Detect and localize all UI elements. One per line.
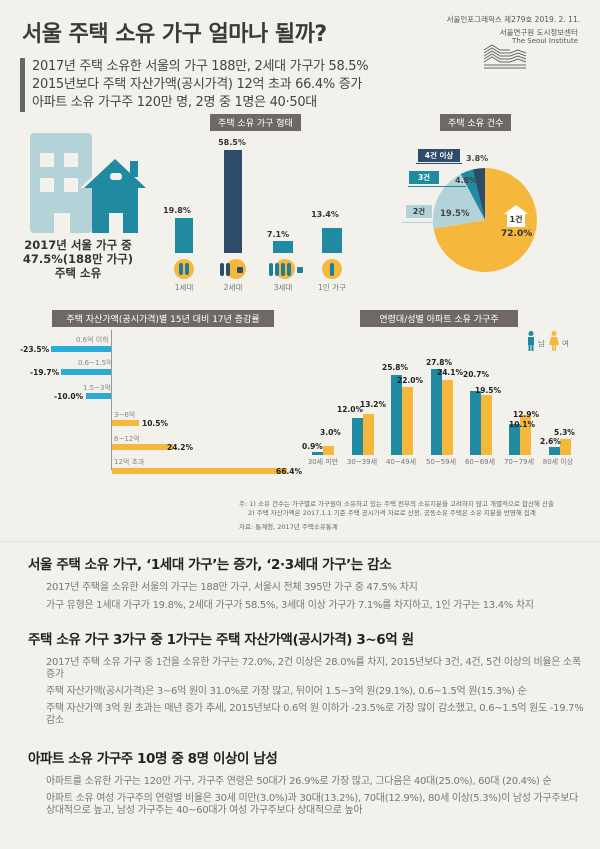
female-icon — [549, 331, 559, 351]
apartment-and-house-icon — [30, 133, 150, 233]
section-2: 주택 소유 가구 3가구 중 1가구는 주택 자산가액(공시가격) 3~6억 원… — [28, 628, 588, 727]
section-3: 아파트 소유 가구주 10명 중 8명 이상이 남성 아파트를 소유한 가구는 … — [28, 747, 588, 817]
bar-female-70s — [520, 415, 531, 455]
bar-male-under30 — [312, 452, 323, 455]
pie-value-3: 4.8% — [455, 176, 478, 185]
bar-12-over — [112, 468, 287, 474]
bar-female-30s — [363, 414, 374, 455]
section-divider — [0, 541, 600, 542]
chart-title-age-gender: 연령대/성별 아파트 소유 가구주 — [360, 310, 518, 327]
section-paragraph: 주택 자산가액 3억 원 초과는 매년 증가 추세, 2015년보다 0.6억 … — [46, 703, 584, 726]
chart-title-asset-change: 주택 자산가액(공시가격)별 15년 대비 17년 증감률 — [52, 310, 274, 327]
section-heading: 서울 주택 소유 가구, ‘1세대 가구’는 증가, ‘2·3세대 가구’는 감… — [28, 557, 392, 573]
bar-3-6 — [112, 420, 139, 426]
zero-axis — [111, 330, 112, 470]
section-paragraph: 가구 유형은 1세대 가구가 19.8%, 2세대 가구가 58.5%, 3세대… — [46, 600, 534, 611]
legend-4plus-houses: 4건 이상 — [418, 149, 460, 162]
one-house-icon: 1건 — [503, 203, 529, 227]
bar-female-80plus — [560, 439, 571, 455]
source-note: 자료: 통계청, 2017년 주택소유통계 — [239, 523, 338, 531]
legend-female: 여 — [549, 331, 569, 355]
male-icon — [528, 331, 534, 351]
bar-male-30s — [352, 418, 363, 455]
ownership-count-pie — [432, 168, 537, 272]
section-paragraph: 2017년 주택 소유 가구 중 1건을 소유한 가구는 72.0%, 2건 이… — [46, 657, 581, 680]
bar-female-40s — [402, 387, 413, 455]
issue-info: 서울인포그래픽스 제279호 2019. 2. 11. — [446, 15, 580, 24]
institute-name-ko: 서울연구원 도시정보센터 — [499, 28, 578, 37]
institute-name-en: The Seoul Institute — [512, 37, 578, 45]
chart-title-ownership-count: 주택 소유 건수 — [440, 114, 512, 131]
summary-line: 2015년보다 주택 자산가액(공시가격) 12억 초과 66.4% 증가 — [32, 77, 363, 92]
legend-male: 남 — [527, 331, 545, 355]
seoul-institute-logo-icon — [483, 44, 527, 69]
legend-3-houses: 3건 — [409, 171, 439, 184]
callout-line — [408, 186, 466, 187]
couple-icon — [174, 259, 194, 279]
parents-with-stroller-icon — [220, 259, 246, 279]
bar-male-60s — [470, 391, 481, 455]
bar-2-generation — [224, 150, 242, 253]
section-paragraph: 주택 자산가액(공시가격)은 3~6억 원이 31.0%로 가장 많고, 뒤이어… — [46, 686, 527, 697]
section-heading: 주택 소유 가구 3가구 중 1가구는 주택 자산가액(공시가격) 3~6억 원 — [28, 632, 414, 648]
three-generation-family-icon — [269, 259, 303, 279]
bar-male-80plus — [549, 447, 560, 455]
bar-0.6-1.5 — [61, 369, 111, 375]
bar-male-40s — [391, 375, 402, 455]
callout-line — [402, 222, 436, 223]
section-heading: 아파트 소유 가구주 10명 중 8명 이상이 남성 — [28, 751, 278, 767]
age-gender-chart: 0.9% 3.0% 30세 미만 12.0% 13.2% 30~39세 25.8… — [302, 358, 575, 466]
legend-2-houses: 2건 — [406, 205, 432, 218]
chart-title-household-type: 주택 소유 가구 형태 — [210, 114, 301, 131]
section-paragraph: 아파트 소유 여성 가구주의 연령별 비율은 30세 미만(3.0%)과 30대… — [46, 793, 579, 816]
pie-value-1: 72.0% — [501, 229, 533, 239]
bar-female-50s — [442, 380, 453, 455]
summary-line: 아파트 소유 가구주 120만 명, 2명 중 1명은 40·50대 — [32, 95, 317, 110]
summary-block: 2017년 주택 소유한 서울의 가구 188만, 2세대 가구가 58.5% … — [20, 58, 369, 112]
bar-single-person — [322, 228, 342, 253]
bar-male-70s — [509, 424, 520, 455]
bar-1-generation — [175, 218, 193, 253]
summary-line: 2017년 주택 소유한 서울의 가구 188만, 2세대 가구가 58.5% — [32, 59, 369, 74]
bar-6-12 — [112, 444, 173, 450]
household-type-chart: 19.8% 58.5% 7.1% 13.4% 1세대 2세대 3세대 1인 가구 — [163, 138, 346, 292]
overview-caption: 2017년 서울 가구 중 47.5%(188만 가구) 주택 소유 — [22, 238, 134, 280]
note-1: 주: 1) 소유 건수는 가구별로 가구원이 소유하고 있는 주택 전부의 소유… — [239, 500, 554, 508]
note-2: 2) 주택 자산가액은 2017.1.1 기준 주택 공시가격 자료로 산정, … — [248, 509, 536, 517]
pie-value-2: 19.5% — [440, 209, 470, 219]
single-person-icon — [322, 259, 342, 279]
bar-3-generation — [273, 241, 293, 253]
section-1: 서울 주택 소유 가구, ‘1세대 가구’는 증가, ‘2·3세대 가구’는 감… — [28, 553, 588, 612]
bar-male-50s — [431, 369, 442, 455]
bar-0.6-below — [51, 346, 111, 352]
bar-female-60s — [481, 395, 492, 455]
page-title: 서울 주택 소유 가구 얼마나 될까? — [22, 22, 327, 47]
asset-change-chart: 0.6억 이하 -23.5% 0.6~1.5억 -19.7% 1.5~3억 -1… — [0, 330, 302, 490]
callout-line — [416, 163, 462, 164]
section-paragraph: 아파트를 소유한 가구는 120만 가구, 가구주 연령은 50대가 26.9%… — [46, 776, 552, 787]
bar-female-under30 — [323, 446, 334, 455]
pie-value-4: 3.8% — [466, 154, 489, 163]
section-paragraph: 2017년 주택을 소유한 서울의 가구는 188만 가구, 서울시 전체 39… — [46, 582, 418, 593]
bar-1.5-3 — [86, 393, 111, 399]
